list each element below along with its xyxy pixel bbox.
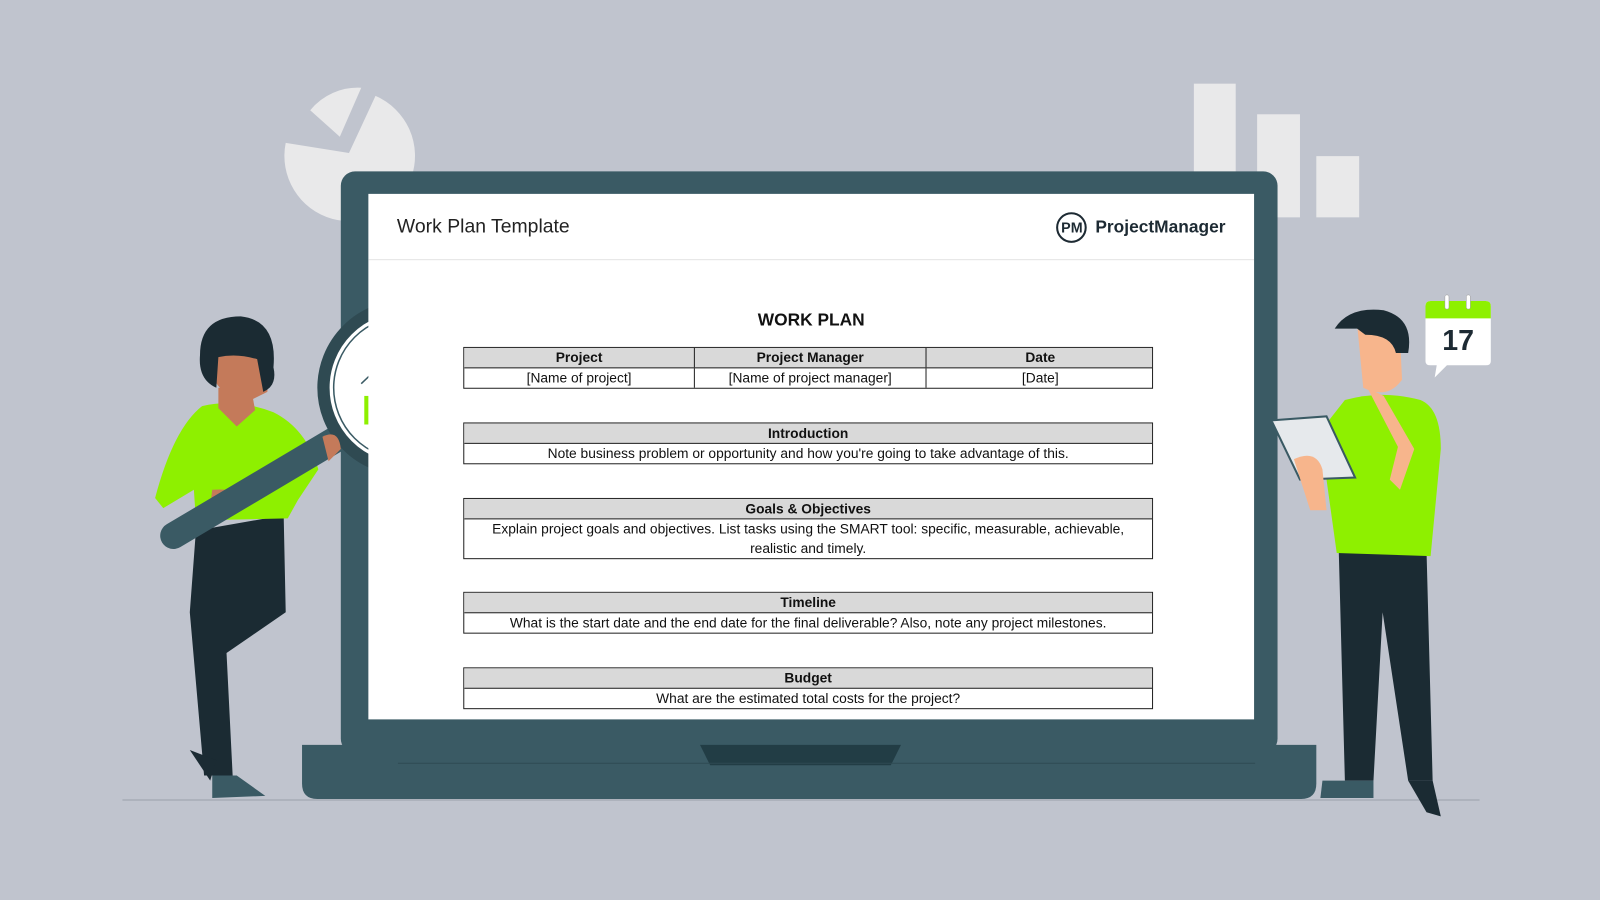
section-goals: Goals & Objectives Explain project goals… [463,497,1154,560]
section-heading: Goals & Objectives [464,498,1153,520]
value-project-manager: [Name of project manager] [695,368,927,388]
section-heading: Timeline [464,592,1153,614]
logo-text: ProjectManager [1095,217,1226,237]
header-project-manager: Project Manager [695,347,927,368]
info-table: Project Project Manager Date [Name of pr… [463,346,1154,389]
header-project: Project [464,347,695,368]
section-body: Explain project goals and objectives. Li… [492,521,1125,557]
document-screen: Work Plan Template PM ProjectManager WOR… [368,193,1255,720]
logo: PM ProjectManager [1056,212,1226,243]
section-body: What are the estimated total costs for t… [656,690,961,707]
value-project: [Name of project] [464,368,695,388]
calendar-icon [1425,294,1491,378]
section-heading: Budget [464,668,1153,689]
value-date: [Date] [1021,370,1059,386]
section-introduction: Introduction Note business problem or op… [463,422,1154,465]
man-figure [1269,309,1441,817]
header-date: Date [1025,349,1056,366]
header-title: Work Plan Template [396,216,570,238]
logo-mark: PM [1056,212,1088,243]
section-heading: Introduction [464,423,1153,444]
page-title: WORK PLAN [757,310,865,330]
section-body: What is the start date and the end date … [509,615,1107,631]
section-timeline: Timeline What is the start date and the … [463,591,1154,634]
section-body: Note business problem or opportunity and… [547,445,1069,462]
woman-figure [155,316,319,798]
header-divider [368,259,1255,261]
section-budget: Budget What are the estimated total cost… [463,667,1154,710]
calendar-day: 17 [1442,324,1475,357]
